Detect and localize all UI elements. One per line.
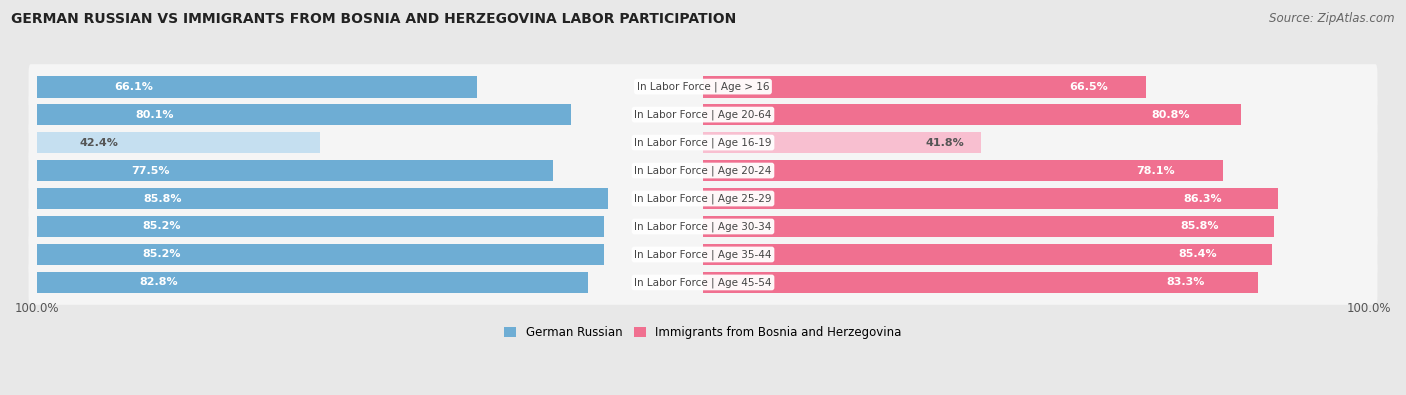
FancyBboxPatch shape	[28, 120, 1378, 165]
FancyBboxPatch shape	[28, 148, 1378, 193]
Bar	[37, 103, 571, 126]
Text: 42.4%: 42.4%	[80, 137, 118, 148]
Bar	[703, 103, 1241, 126]
FancyBboxPatch shape	[28, 64, 1378, 109]
Bar	[37, 188, 609, 209]
Text: 86.3%: 86.3%	[1184, 194, 1222, 203]
Text: 85.4%: 85.4%	[1178, 250, 1218, 260]
Bar	[703, 188, 1278, 209]
Bar	[703, 216, 1274, 237]
Bar	[703, 132, 981, 154]
Text: 85.2%: 85.2%	[143, 222, 181, 231]
Text: Source: ZipAtlas.com: Source: ZipAtlas.com	[1270, 12, 1395, 25]
Bar	[37, 271, 589, 293]
FancyBboxPatch shape	[28, 176, 1378, 221]
Bar	[37, 132, 319, 154]
Text: GERMAN RUSSIAN VS IMMIGRANTS FROM BOSNIA AND HERZEGOVINA LABOR PARTICIPATION: GERMAN RUSSIAN VS IMMIGRANTS FROM BOSNIA…	[11, 12, 737, 26]
Text: In Labor Force | Age 20-24: In Labor Force | Age 20-24	[634, 165, 772, 176]
Text: 85.2%: 85.2%	[143, 250, 181, 260]
Text: In Labor Force | Age 25-29: In Labor Force | Age 25-29	[634, 193, 772, 204]
Bar	[37, 76, 477, 98]
Text: In Labor Force | Age 30-34: In Labor Force | Age 30-34	[634, 221, 772, 232]
Text: 66.5%: 66.5%	[1069, 82, 1108, 92]
Text: In Labor Force | Age 45-54: In Labor Force | Age 45-54	[634, 277, 772, 288]
Bar	[703, 271, 1257, 293]
Text: 85.8%: 85.8%	[143, 194, 183, 203]
Text: 41.8%: 41.8%	[925, 137, 965, 148]
Text: 66.1%: 66.1%	[115, 82, 153, 92]
Text: 83.3%: 83.3%	[1167, 277, 1205, 288]
Text: In Labor Force | Age 16-19: In Labor Force | Age 16-19	[634, 137, 772, 148]
Text: 82.8%: 82.8%	[139, 277, 177, 288]
FancyBboxPatch shape	[28, 204, 1378, 249]
Bar	[37, 244, 605, 265]
Text: In Labor Force | Age 20-64: In Labor Force | Age 20-64	[634, 109, 772, 120]
Bar	[703, 160, 1223, 181]
Bar	[37, 216, 605, 237]
Text: 77.5%: 77.5%	[132, 166, 170, 175]
Text: 80.8%: 80.8%	[1152, 109, 1191, 120]
Text: In Labor Force | Age 35-44: In Labor Force | Age 35-44	[634, 249, 772, 260]
Bar	[37, 160, 553, 181]
Legend: German Russian, Immigrants from Bosnia and Herzegovina: German Russian, Immigrants from Bosnia a…	[499, 322, 907, 344]
FancyBboxPatch shape	[28, 232, 1378, 277]
Bar	[703, 244, 1271, 265]
Text: In Labor Force | Age > 16: In Labor Force | Age > 16	[637, 81, 769, 92]
FancyBboxPatch shape	[28, 92, 1378, 137]
FancyBboxPatch shape	[28, 260, 1378, 305]
Text: 80.1%: 80.1%	[135, 109, 174, 120]
Text: 78.1%: 78.1%	[1136, 166, 1174, 175]
Text: 85.8%: 85.8%	[1181, 222, 1219, 231]
Bar	[703, 76, 1146, 98]
